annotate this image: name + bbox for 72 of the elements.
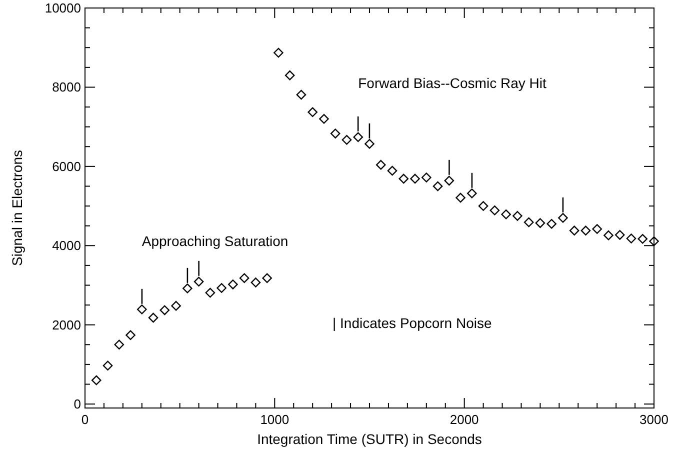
y-axis-title: Signal in Electrons — [9, 150, 25, 266]
point — [558, 213, 568, 223]
point — [490, 205, 500, 216]
annotation: | — [356, 115, 360, 132]
point — [137, 304, 147, 314]
point — [216, 283, 226, 293]
point — [171, 300, 181, 311]
point — [228, 280, 238, 290]
annotation: | — [196, 260, 201, 277]
annotation: | — [367, 122, 372, 139]
point — [592, 224, 602, 234]
point — [524, 217, 534, 228]
annotation: Approaching Saturation — [142, 233, 288, 249]
point — [432, 181, 443, 192]
annotation: | — [560, 196, 566, 213]
point — [308, 107, 318, 118]
point — [467, 188, 477, 198]
point — [194, 276, 204, 287]
point — [535, 218, 546, 228]
point — [250, 278, 261, 288]
point — [398, 174, 409, 184]
point — [160, 305, 170, 316]
point — [148, 312, 158, 323]
annotation: | — [470, 171, 474, 188]
point — [649, 236, 659, 246]
point — [284, 70, 295, 80]
y-tick-label: 2000 — [52, 317, 81, 332]
annotation: Forward Bias--Cosmic Ray Hit — [358, 75, 546, 91]
y-tick-label: 10000 — [44, 0, 81, 16]
y-tick-label: 6000 — [52, 158, 81, 174]
point — [205, 288, 216, 298]
point — [546, 218, 556, 229]
point — [444, 176, 454, 186]
point — [410, 174, 420, 184]
point — [580, 226, 591, 236]
annotation: | — [447, 158, 452, 176]
point — [478, 201, 488, 211]
y-tick-label: 4000 — [52, 238, 81, 254]
point — [114, 340, 124, 350]
point — [422, 172, 432, 182]
x-axis-title: Integration Time (SUTR) in Seconds — [257, 431, 482, 447]
point — [638, 234, 648, 244]
annotation: | — [140, 287, 144, 304]
point — [569, 226, 580, 236]
point — [604, 230, 614, 240]
point — [364, 138, 374, 149]
point — [102, 360, 113, 371]
point — [91, 375, 102, 386]
x-tick-label: 3000 — [640, 412, 668, 427]
point — [376, 160, 386, 170]
point — [274, 48, 284, 58]
point — [512, 211, 522, 221]
y-tick-label: 8000 — [52, 80, 81, 95]
point — [456, 192, 466, 203]
point — [353, 132, 364, 142]
point — [614, 230, 625, 240]
point — [626, 234, 636, 244]
point — [239, 273, 250, 283]
point — [319, 114, 329, 124]
annotation: | — [185, 266, 190, 284]
point — [182, 283, 192, 294]
point — [501, 209, 511, 220]
annotation: | Indicates Popcorn Noise — [332, 315, 492, 331]
point — [262, 273, 272, 283]
point — [330, 128, 340, 138]
x-tick-label: 2000 — [450, 412, 479, 427]
point — [296, 90, 306, 100]
x-tick-label: 1000 — [260, 412, 290, 427]
y-tick-label: 0 — [74, 396, 81, 412]
point — [387, 166, 398, 176]
point — [126, 330, 136, 340]
point — [342, 134, 352, 145]
